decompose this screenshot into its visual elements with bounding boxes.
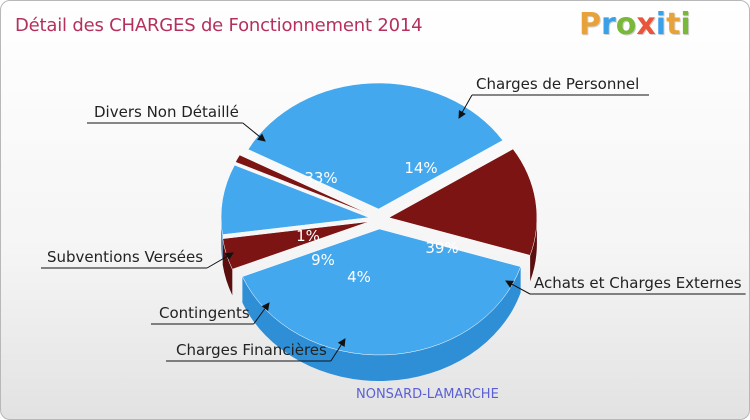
slice-percent-label: 4% — [347, 268, 371, 286]
pie-slice — [220, 164, 370, 235]
proxiti-logo: Proxiti — [579, 7, 691, 42]
callout-leader — [505, 280, 531, 295]
pie-slice-side — [242, 266, 521, 381]
logo-letter: P — [579, 7, 601, 42]
chart-title: Détail des CHARGES de Fonctionnement 201… — [15, 15, 423, 36]
callout-leader — [242, 122, 266, 142]
pie-slice-side — [530, 217, 537, 282]
slice-category-label: Charges de Personnel — [476, 75, 639, 93]
slice-category-label: Achats et Charges Externes — [534, 274, 742, 292]
slice-percent-label: 1% — [296, 227, 320, 245]
slice-category-label: Divers Non Détaillé — [94, 103, 239, 121]
callout-leader — [253, 302, 270, 325]
slice-percent-label: 14% — [404, 159, 437, 177]
logo-letter: x — [636, 7, 656, 42]
slice-percent-label: 33% — [304, 169, 337, 187]
slice-category-label: Contingents — [159, 304, 250, 322]
slice-percent-label: 9% — [311, 251, 335, 269]
callout-leader — [330, 338, 346, 362]
commune-name: NONSARD-LAMARCHE — [356, 387, 499, 402]
logo-letter: i — [680, 7, 691, 42]
slice-percent-label: 39% — [425, 239, 458, 257]
pie-slice — [388, 148, 538, 256]
logo-letter: r — [601, 7, 616, 42]
pie-slice — [235, 154, 371, 215]
logo-letter: i — [655, 7, 667, 42]
callout-leader — [206, 252, 234, 269]
pie-slice — [247, 82, 504, 210]
slice-category-label: Subventions Versées — [47, 248, 203, 266]
slice-category-label: Charges Financières — [176, 341, 327, 359]
logo-letter: t — [666, 7, 681, 42]
callout-leader — [458, 94, 473, 119]
logo-letter: o — [615, 7, 637, 42]
